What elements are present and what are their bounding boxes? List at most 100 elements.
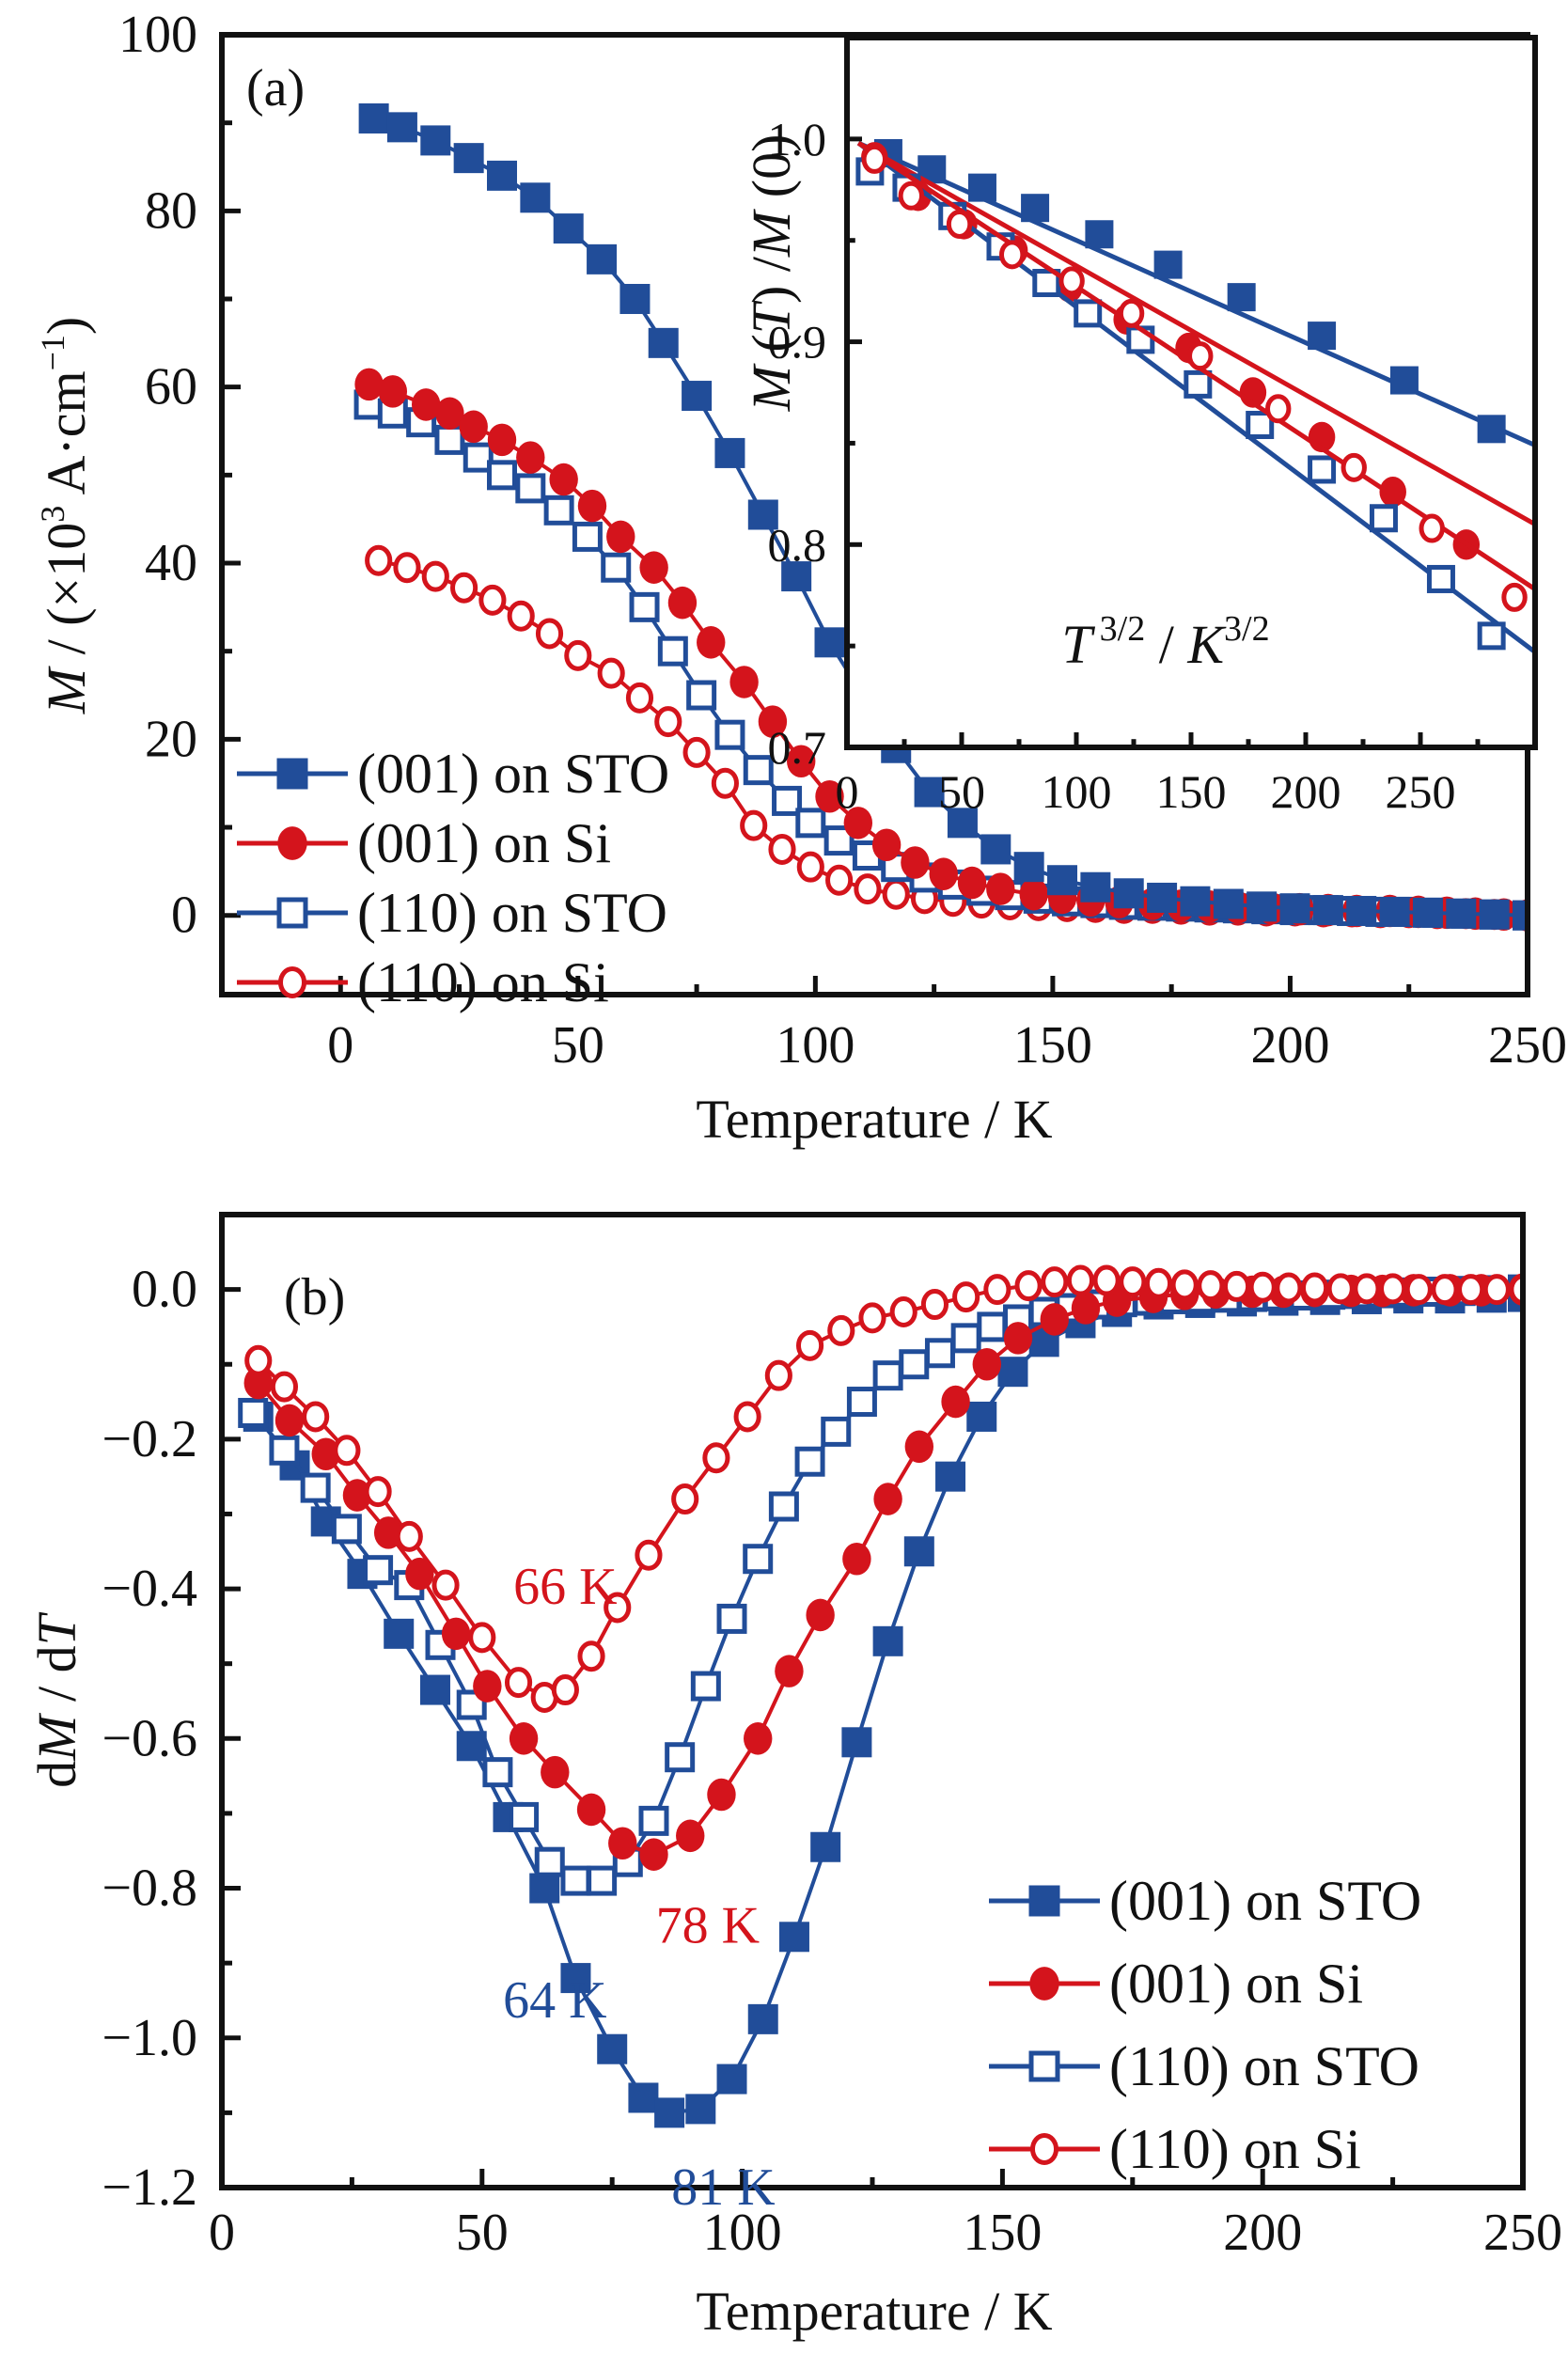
a-point-001-on-sto [1279, 893, 1310, 924]
b-point-001-on-si [608, 1827, 637, 1860]
inset-point-110-on-si [1341, 452, 1367, 482]
b-point-001-on-sto [419, 1674, 450, 1705]
a-point-001-on-sto [914, 777, 945, 808]
b-point-110-on-sto [924, 1338, 955, 1369]
inset-point-110-on-si [1118, 298, 1145, 328]
legend-label: (110) on Si [1109, 2118, 1361, 2180]
b-point-001-on-si [676, 1819, 705, 1853]
a-point-001-on-si [1019, 877, 1048, 911]
b-point-110-on-sto [665, 1742, 696, 1773]
b-point-110-on-si [551, 1674, 579, 1706]
a-point-001-on-sto [648, 327, 679, 358]
b-point-110-on-sto [363, 1555, 394, 1586]
inset-ylabel-m2: M [741, 209, 802, 258]
a-point-110-on-si [564, 639, 592, 671]
legend-marker-circle-open [277, 966, 307, 998]
b-point-001-on-sto [529, 1873, 560, 1904]
b-point-001-on-si [473, 1670, 502, 1703]
panel-b-y-axis-title: dM / dT [26, 1611, 87, 1787]
legend-label: (110) on STO [357, 882, 667, 944]
b-point-110-on-si [1197, 1270, 1225, 1302]
panel-a-legend: (001) on STO (001) on Si (110) on STO (110)… [237, 743, 669, 1013]
a-point-001-on-sto [1013, 852, 1044, 883]
b-point-110-on-si [1482, 1274, 1511, 1306]
b-point-001-on-si [274, 1404, 305, 1437]
a-point-001-on-sto [487, 160, 518, 191]
a-point-110-on-si [393, 552, 421, 584]
b-point-001-on-sto [903, 1536, 934, 1567]
a-x-tick-label: 50 [552, 1016, 604, 1075]
a-point-001-on-sto [453, 143, 484, 174]
a-point-001-on-sto [1113, 878, 1144, 909]
a-y-tick-label: 100 [118, 6, 197, 64]
a-point-001-on-sto [682, 381, 713, 412]
a-y-tick-label: 80 [145, 181, 197, 240]
panel-b-plot-area [219, 1212, 1526, 2190]
b-point-110-on-si [431, 1569, 460, 1601]
a-point-001-on-si [929, 857, 958, 890]
b-point-001-on-si [509, 1722, 539, 1755]
inset-point-001-on-sto [1021, 194, 1050, 223]
b-point-110-on-sto [534, 1846, 565, 1877]
annotation-81-k: 81 K [671, 2158, 775, 2217]
b-point-110-on-si [702, 1442, 730, 1474]
b-point-110-on-si [983, 1274, 1011, 1306]
inset-y-tick-label: 1.0 [768, 113, 827, 165]
a-point-110-on-sto [657, 636, 688, 667]
a-point-001-on-si [549, 463, 578, 496]
b-point-110-on-si [395, 1520, 423, 1552]
inset-point-001-on-sto [1477, 415, 1506, 444]
a-x-tick-label: 250 [1488, 1016, 1567, 1075]
a-point-110-on-sto [714, 719, 745, 750]
b-point-001-on-sto [778, 1922, 809, 1953]
a-point-001-on-sto [1446, 898, 1477, 929]
inset-point-110-on-si [1058, 266, 1085, 296]
b-point-110-on-si [1248, 1271, 1277, 1303]
b-point-001-on-sto [384, 1618, 415, 1649]
legend-label: (001) on STO [1109, 1870, 1421, 1932]
a-point-001-on-sto [358, 102, 389, 133]
a-point-001-on-sto [1312, 895, 1343, 926]
b-point-110-on-sto [950, 1323, 981, 1354]
b-y-tick-label: −0.2 [102, 1410, 197, 1468]
a-point-001-on-sto [947, 808, 978, 839]
b-point-001-on-sto [560, 1963, 591, 1994]
a-x-tick-label: 0 [327, 1016, 353, 1075]
b-point-001-on-si [941, 1385, 970, 1419]
inset-x-tick-label: 100 [1042, 765, 1112, 818]
inset-y-tick-labels: 0.7 0.8 0.9 1.0 [768, 113, 827, 774]
b-point-110-on-sto [331, 1514, 362, 1545]
inset-x-tick-label: 0 [836, 765, 859, 818]
inset-point-110-on-si [861, 144, 887, 174]
a-point-001-on-sto [1047, 865, 1078, 896]
b-point-110-on-sto [560, 1865, 591, 1896]
inset-point-001-on-sto [1085, 220, 1114, 249]
a-point-001-on-sto [714, 437, 745, 468]
legend-item-001-on-sto: (001) on STO [237, 743, 669, 805]
a-point-110-on-sto [743, 755, 774, 786]
a-point-001-on-si [815, 779, 844, 813]
a-point-110-on-sto [795, 808, 826, 839]
legend-label: (110) on Si [357, 951, 609, 1013]
b-point-001-on-si [311, 1437, 340, 1471]
inset-ylabel-m1: M [741, 363, 802, 412]
b-x-tick-label: 250 [1483, 2204, 1562, 2262]
a-point-110-on-si [535, 618, 564, 650]
a-point-110-on-sto [572, 521, 603, 552]
legend-item-001-on-sto: (001) on STO [989, 1870, 1421, 1932]
legend-label: (110) on STO [1109, 2035, 1419, 2097]
b-point-001-on-sto [597, 2033, 628, 2064]
panel-b-y-tick-labels: −1.2 −1.0 −0.8 −0.6 −0.4 −0.2 0.0 [102, 1261, 197, 2217]
a-x-tick-label: 200 [1250, 1016, 1329, 1075]
a-point-110-on-si [625, 682, 654, 714]
legend-label: (001) on Si [357, 812, 611, 874]
b-point-110-on-sto [638, 1805, 669, 1836]
a-point-001-on-si [411, 388, 441, 421]
a-point-001-on-si [667, 586, 698, 620]
inset-point-110-on-sto [1032, 269, 1061, 298]
b-point-110-on-si [1509, 1274, 1523, 1306]
inset-point-110-on-si [1265, 394, 1292, 424]
a-point-110-on-si [796, 851, 824, 883]
b-point-001-on-sto [685, 2094, 716, 2125]
